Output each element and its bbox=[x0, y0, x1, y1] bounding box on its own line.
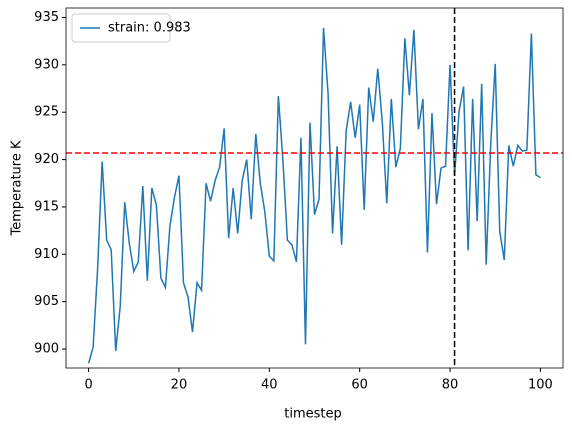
y-tick-label: 900 bbox=[34, 342, 59, 357]
y-tick-label: 935 bbox=[34, 10, 59, 25]
y-axis-label: Temperature K bbox=[10, 140, 25, 236]
legend-label: strain: 0.983 bbox=[108, 21, 191, 36]
y-tick-label: 920 bbox=[34, 152, 59, 167]
legend-box bbox=[71, 13, 171, 43]
plot-frame bbox=[65, 7, 564, 369]
x-tick-label: 20 bbox=[171, 378, 188, 393]
x-tick-label: 0 bbox=[84, 378, 92, 393]
x-tick-label: 60 bbox=[351, 378, 368, 393]
x-tick-label: 100 bbox=[528, 378, 553, 393]
x-tick-label: 80 bbox=[442, 378, 459, 393]
y-tick-label: 925 bbox=[34, 105, 59, 120]
data-line bbox=[87, 27, 541, 364]
y-tick-label: 910 bbox=[34, 247, 59, 262]
x-tick-label: 40 bbox=[261, 378, 278, 393]
y-tick-label: 915 bbox=[34, 199, 59, 214]
y-tick-label: 930 bbox=[34, 57, 59, 72]
y-tick-label: 905 bbox=[34, 294, 59, 309]
x-axis-label: timestep bbox=[284, 407, 342, 422]
